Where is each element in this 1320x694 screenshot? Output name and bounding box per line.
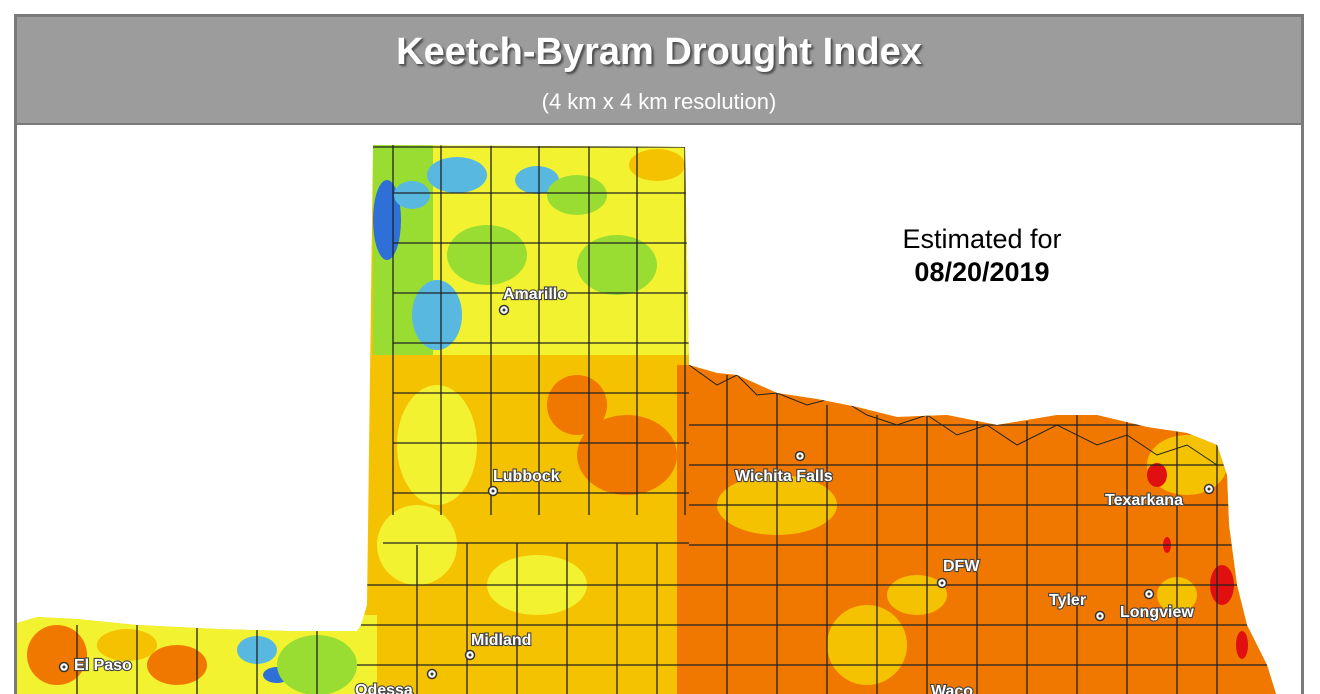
estimate-date: 08/20/2019 [857,256,1107,289]
city-label-dfw: DFW [943,558,980,575]
city-label-waco: Waco [931,683,973,694]
city-label-texarkana: Texarkana [1105,492,1183,509]
estimate-block: Estimated for 08/20/2019 [857,223,1107,289]
city-label-midland: Midland [471,632,531,649]
city-label-amarillo: Amarillo [503,286,567,303]
map-frame: Keetch-Byram Drought Index (4 km x 4 km … [14,14,1304,694]
map-title: Keetch-Byram Drought Index [17,31,1301,74]
drought-map: Amarillo Lubbock Wichita Falls Texarkana… [17,125,1304,694]
city-label-tyler: Tyler [1049,592,1086,609]
estimate-label: Estimated for [857,223,1107,256]
title-bar: Keetch-Byram Drought Index (4 km x 4 km … [17,17,1301,125]
kbdi-raster [17,125,1304,694]
map-subtitle: (4 km x 4 km resolution) [17,89,1301,115]
city-label-odessa: Odessa [355,682,413,694]
city-label-el-paso: El Paso [74,657,132,674]
city-label-lubbock: Lubbock [493,468,560,485]
city-waco: Waco [931,683,973,694]
city-label-longview: Longview [1120,604,1194,621]
city-label-wichita-falls: Wichita Falls [735,468,833,485]
